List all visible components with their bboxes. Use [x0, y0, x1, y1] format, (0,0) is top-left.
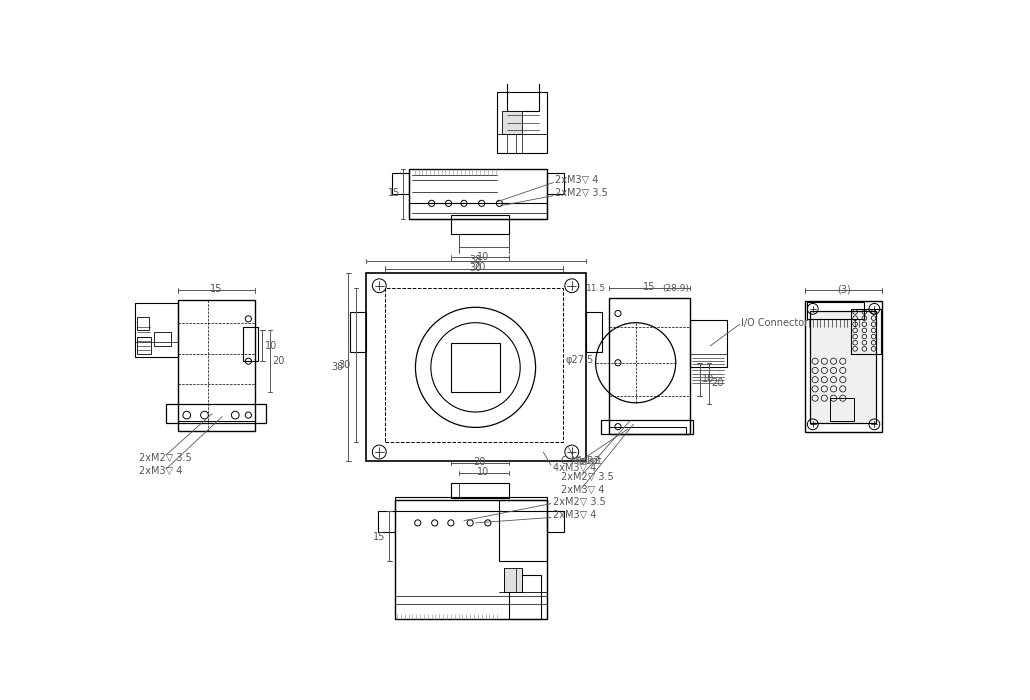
Bar: [851, 309, 882, 354]
Bar: [166, 403, 266, 423]
Bar: [509, 575, 541, 620]
Text: 2xM3▽ 4: 2xM3▽ 4: [561, 485, 605, 495]
Bar: [409, 203, 547, 218]
Text: 10: 10: [265, 341, 277, 351]
Text: 30: 30: [339, 360, 351, 370]
Bar: [547, 172, 564, 194]
Text: 2xM3▽ 4: 2xM3▽ 4: [139, 466, 182, 476]
Bar: [350, 312, 367, 352]
Bar: [811, 311, 876, 423]
Text: 2xM2▽ 3.5: 2xM2▽ 3.5: [555, 188, 608, 197]
Bar: [154, 332, 171, 346]
Bar: [137, 316, 149, 330]
Text: 2xM2▽ 3.5: 2xM2▽ 3.5: [552, 497, 606, 507]
Text: 38: 38: [331, 363, 343, 372]
Text: 2xM3▽ 4: 2xM3▽ 4: [555, 174, 598, 185]
Text: 20: 20: [473, 262, 485, 272]
Bar: [177, 421, 254, 430]
Text: 20: 20: [711, 378, 723, 388]
Text: 2xM2▽ 3.5: 2xM2▽ 3.5: [561, 472, 614, 482]
Bar: [451, 215, 509, 234]
Text: C Mount: C Mount: [561, 456, 602, 466]
Bar: [243, 326, 259, 361]
Bar: [586, 312, 602, 352]
Bar: [451, 343, 501, 392]
Text: 38: 38: [470, 255, 482, 265]
Text: 30: 30: [470, 262, 482, 272]
Bar: [503, 111, 522, 134]
Bar: [507, 69, 540, 111]
Text: 4xM3▽ 4: 4xM3▽ 4: [552, 463, 595, 473]
Text: φ27.5: φ27.5: [565, 355, 593, 365]
Bar: [609, 427, 686, 434]
Bar: [602, 421, 693, 434]
Bar: [385, 288, 562, 442]
Text: 2xM2▽ 3.5: 2xM2▽ 3.5: [139, 453, 192, 463]
Text: 2xM3▽ 4: 2xM3▽ 4: [552, 510, 596, 520]
Bar: [394, 498, 547, 511]
Text: 20: 20: [473, 456, 485, 467]
Text: 15: 15: [210, 284, 222, 294]
Bar: [806, 302, 864, 318]
Bar: [137, 337, 151, 354]
Bar: [497, 92, 547, 153]
Text: 15: 15: [388, 188, 401, 198]
Text: 15: 15: [373, 532, 385, 542]
Text: 15: 15: [643, 282, 655, 292]
Bar: [367, 272, 586, 461]
Text: 20: 20: [272, 356, 284, 366]
Text: (28.9): (28.9): [662, 284, 690, 293]
Bar: [177, 300, 254, 430]
Bar: [391, 172, 409, 194]
Bar: [451, 483, 509, 498]
Bar: [394, 500, 547, 620]
Bar: [547, 510, 564, 532]
Bar: [805, 301, 882, 432]
Bar: [409, 169, 547, 218]
Text: 10: 10: [477, 252, 489, 262]
Text: (3): (3): [836, 284, 851, 294]
Text: 11.5: 11.5: [586, 284, 607, 293]
Text: I/O Connector: I/O Connector: [742, 318, 809, 328]
Bar: [609, 298, 689, 434]
Bar: [378, 510, 394, 532]
Bar: [135, 304, 177, 357]
Bar: [689, 320, 726, 368]
Bar: [830, 398, 854, 421]
Text: 4xR2: 4xR2: [576, 456, 600, 466]
Bar: [811, 311, 876, 423]
Bar: [504, 568, 522, 592]
Bar: [500, 500, 547, 561]
Text: 10: 10: [701, 374, 714, 384]
Text: 10: 10: [477, 467, 489, 477]
